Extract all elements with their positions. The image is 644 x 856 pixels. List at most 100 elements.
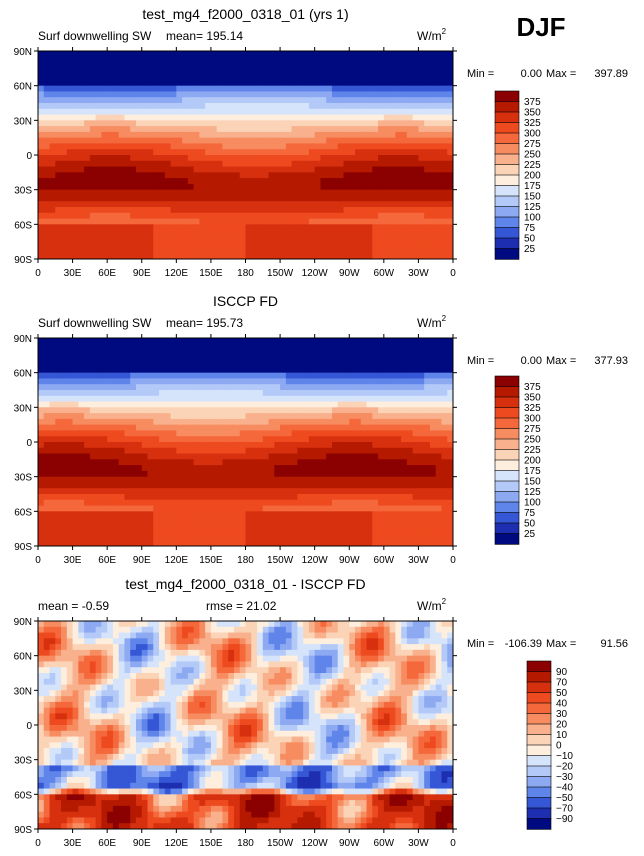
field-cell xyxy=(228,459,235,466)
field-cell xyxy=(320,384,327,391)
field-cell xyxy=(303,126,310,133)
field-cell xyxy=(366,172,373,179)
field-cell xyxy=(89,338,97,345)
field-cell xyxy=(372,224,379,231)
field-cell xyxy=(372,355,379,362)
field-cell xyxy=(216,155,223,162)
field-cell xyxy=(435,343,442,351)
field-cell xyxy=(257,235,264,243)
field-cell xyxy=(308,126,316,133)
field-cell xyxy=(251,235,258,243)
field-cell xyxy=(395,494,402,501)
field-cell xyxy=(326,517,333,524)
field-cell xyxy=(216,476,223,483)
field-cell xyxy=(308,338,316,345)
field-cell xyxy=(297,453,304,460)
field-cell xyxy=(187,476,195,483)
field-cell xyxy=(297,218,304,225)
field-cell xyxy=(38,131,45,139)
field-cell xyxy=(435,447,442,455)
field-cell xyxy=(320,212,327,220)
field-cell xyxy=(147,361,154,368)
field-cell xyxy=(130,241,137,248)
field-cell xyxy=(124,338,131,345)
field-cell xyxy=(205,235,212,243)
field-cell xyxy=(314,114,321,121)
field-cell xyxy=(118,68,125,75)
field-cell xyxy=(107,137,114,144)
field-cell xyxy=(251,384,258,391)
field-cell xyxy=(43,407,51,414)
field-cell xyxy=(61,424,68,431)
field-cell xyxy=(187,74,195,81)
field-cell xyxy=(101,453,108,460)
field-cell xyxy=(107,407,114,414)
field-cell xyxy=(141,476,149,483)
field-cell xyxy=(337,79,344,87)
field-cell xyxy=(257,465,264,472)
field-cell xyxy=(72,178,79,185)
field-cell xyxy=(95,447,102,455)
field-cell xyxy=(424,212,431,220)
field-cell xyxy=(320,395,327,403)
field-cell xyxy=(383,56,391,64)
field-cell xyxy=(447,436,454,443)
field-cell xyxy=(257,201,264,208)
field-cell xyxy=(130,126,137,133)
field-cell xyxy=(118,224,125,231)
field-cell xyxy=(424,126,431,133)
field-cell xyxy=(205,143,212,150)
field-cell xyxy=(239,126,246,133)
field-cell xyxy=(251,499,258,507)
field-cell xyxy=(268,155,275,162)
field-cell xyxy=(268,195,275,202)
field-cell xyxy=(308,511,316,518)
field-cell xyxy=(424,253,431,260)
field-cell xyxy=(164,235,172,243)
field-cell xyxy=(308,459,316,466)
field-cell xyxy=(412,494,419,501)
field-cell xyxy=(285,247,293,254)
field-cell xyxy=(147,418,154,426)
field-cell xyxy=(239,384,246,391)
field-cell xyxy=(78,482,85,489)
field-cell xyxy=(66,366,74,374)
field-cell xyxy=(222,465,229,472)
field-cell xyxy=(78,442,85,449)
field-cell xyxy=(418,51,425,58)
field-cell xyxy=(355,97,362,104)
field-cell xyxy=(280,114,287,121)
field-cell xyxy=(239,482,246,489)
field-cell xyxy=(72,114,79,121)
field-cell xyxy=(55,384,62,391)
field-cell xyxy=(412,488,419,495)
field-cell xyxy=(429,247,437,254)
field-cell xyxy=(435,418,442,426)
field-cell xyxy=(233,172,241,179)
field-cell xyxy=(130,465,137,472)
field-cell xyxy=(262,401,270,408)
field-cell xyxy=(141,56,149,64)
field-cell xyxy=(308,355,316,362)
field-cell xyxy=(401,155,408,162)
field-cell xyxy=(193,155,200,162)
field-cell xyxy=(297,499,304,507)
field-cell xyxy=(308,160,316,168)
field-cell xyxy=(205,149,212,156)
field-cell xyxy=(153,401,160,408)
field-cell xyxy=(337,178,344,185)
field-cell xyxy=(233,74,241,81)
colorbar-label: 75 xyxy=(524,223,536,234)
field-cell xyxy=(372,201,379,208)
field-cell xyxy=(112,401,120,408)
field-cell xyxy=(297,494,304,501)
field-cell xyxy=(308,241,316,248)
field-cell xyxy=(447,114,454,121)
field-cell xyxy=(130,453,137,460)
colorbar-swatch xyxy=(494,206,520,218)
field-cell xyxy=(303,401,310,408)
field-cell xyxy=(233,465,241,472)
field-cell xyxy=(187,517,195,524)
field-cell xyxy=(182,51,189,58)
field-cell xyxy=(182,436,189,443)
